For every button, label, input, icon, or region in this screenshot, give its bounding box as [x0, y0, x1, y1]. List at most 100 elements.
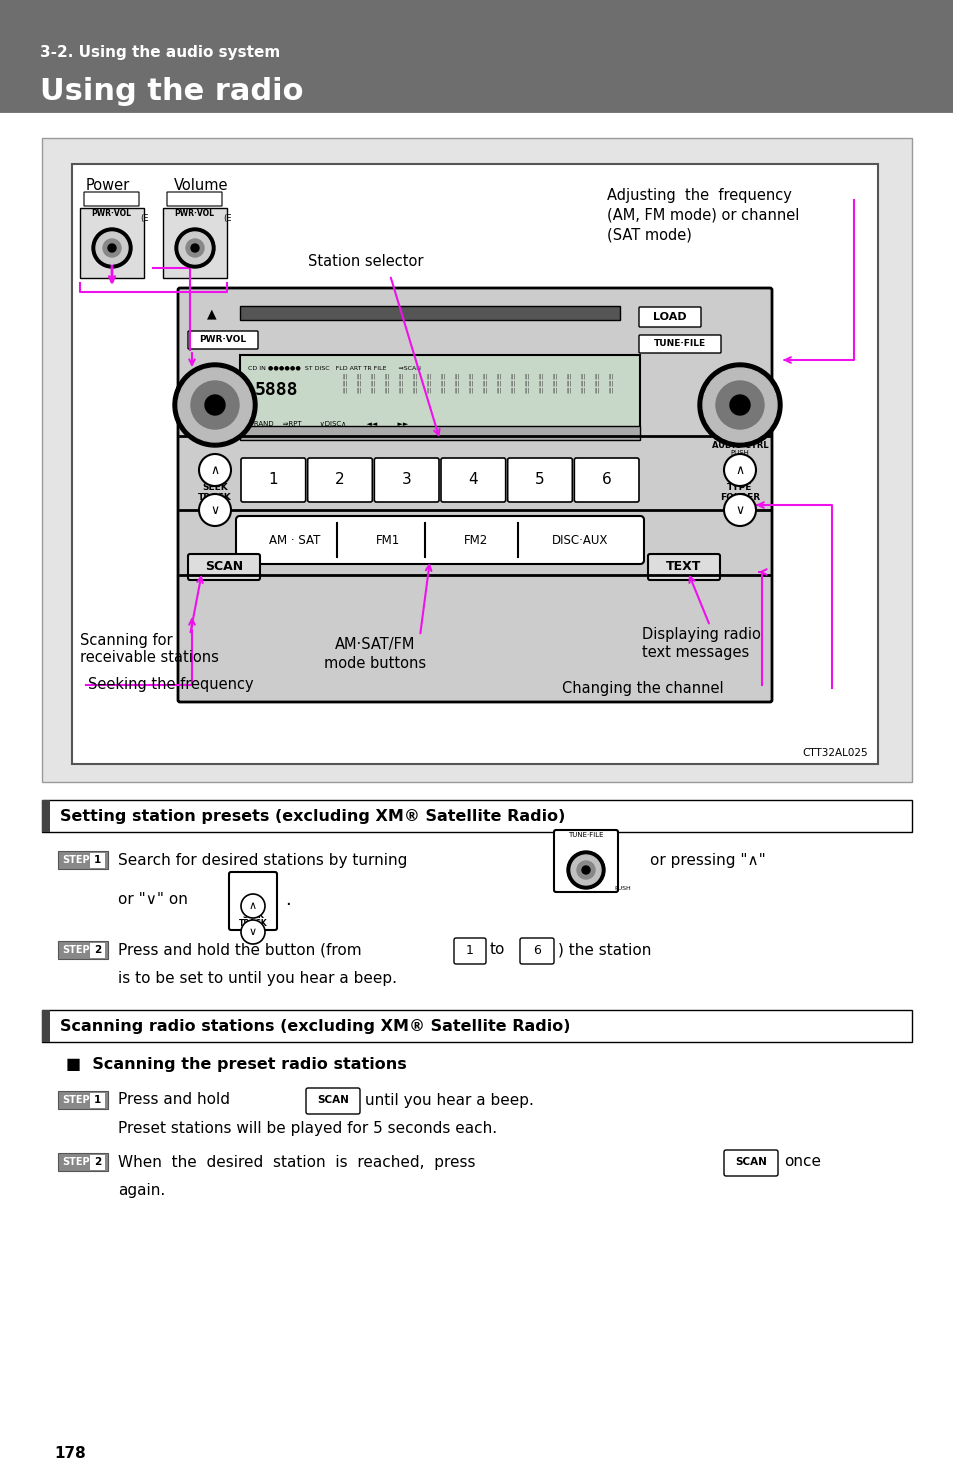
Text: STEP: STEP: [62, 945, 90, 954]
Text: Preset stations will be played for 5 seconds each.: Preset stations will be played for 5 sec…: [118, 1121, 497, 1136]
FancyBboxPatch shape: [723, 1150, 778, 1176]
Text: |||: |||: [579, 373, 585, 379]
Text: FM2: FM2: [463, 534, 488, 547]
FancyBboxPatch shape: [178, 288, 771, 702]
Text: STEP: STEP: [62, 1156, 90, 1167]
Text: 2: 2: [93, 945, 101, 954]
FancyBboxPatch shape: [229, 872, 276, 931]
Circle shape: [108, 243, 116, 252]
Text: |||: |||: [454, 388, 459, 392]
FancyBboxPatch shape: [574, 459, 639, 502]
FancyBboxPatch shape: [454, 938, 485, 965]
Text: PWR·VOL: PWR·VOL: [91, 208, 131, 217]
Text: 5: 5: [535, 472, 544, 488]
Text: (E: (E: [223, 214, 232, 223]
Text: (E: (E: [140, 214, 149, 223]
Text: ∨: ∨: [211, 503, 219, 516]
Text: |||: |||: [496, 388, 501, 392]
Bar: [90, 943, 105, 957]
FancyBboxPatch shape: [554, 830, 618, 892]
Text: Displaying radio: Displaying radio: [641, 627, 760, 643]
Text: |||: |||: [537, 373, 543, 379]
Bar: [42, 139, 911, 782]
Text: ⇒RAND    ⇒RPT        ∨DISC∧         ◄◄         ►►: ⇒RAND ⇒RPT ∨DISC∧ ◄◄ ►►: [248, 420, 408, 426]
Text: 4: 4: [468, 472, 477, 488]
Text: |||: |||: [482, 381, 487, 386]
Bar: [58, 941, 108, 959]
Text: |||: |||: [342, 381, 347, 386]
Circle shape: [571, 855, 600, 885]
Bar: [240, 355, 639, 435]
Text: |||: |||: [412, 381, 417, 386]
Text: Scanning for: Scanning for: [80, 633, 172, 648]
Text: |||: |||: [440, 381, 445, 386]
Text: |||: |||: [537, 388, 543, 392]
Text: |||: |||: [454, 373, 459, 379]
Text: |||: |||: [356, 373, 361, 379]
Circle shape: [702, 367, 776, 442]
Text: TYPE: TYPE: [726, 482, 752, 491]
Text: |||: |||: [524, 388, 529, 392]
Text: ∨: ∨: [735, 503, 743, 516]
Text: 6: 6: [533, 944, 540, 956]
Circle shape: [186, 239, 204, 257]
Text: TEXT: TEXT: [665, 560, 701, 574]
Text: TRACK: TRACK: [238, 919, 267, 928]
Circle shape: [191, 381, 239, 429]
Text: |||: |||: [566, 381, 571, 386]
Text: 1: 1: [466, 944, 474, 956]
Bar: [42, 799, 50, 832]
Bar: [58, 1092, 108, 1109]
Text: 6: 6: [601, 472, 611, 488]
Circle shape: [205, 395, 225, 414]
Text: CD IN ●●●●●●  ST DISC   FLD ART TR FILE      ⇒SCAN: CD IN ●●●●●● ST DISC FLD ART TR FILE ⇒SC…: [248, 366, 420, 370]
Bar: [42, 799, 911, 832]
Text: |||: |||: [370, 373, 375, 379]
Text: Press and hold the button (from: Press and hold the button (from: [118, 943, 361, 957]
Text: .: .: [285, 891, 291, 909]
Text: |||: |||: [454, 381, 459, 386]
Circle shape: [241, 920, 265, 944]
Text: |||: |||: [426, 388, 431, 392]
FancyBboxPatch shape: [507, 459, 572, 502]
Circle shape: [191, 243, 199, 252]
Bar: [90, 1155, 105, 1170]
Text: SEEK: SEEK: [242, 912, 264, 920]
Text: ∧: ∧: [211, 463, 219, 476]
Text: |||: |||: [468, 388, 473, 392]
Bar: [71, 164, 877, 764]
Bar: [90, 1093, 105, 1108]
Text: |||: |||: [482, 373, 487, 379]
Circle shape: [723, 454, 755, 485]
Text: |||: |||: [384, 388, 389, 392]
Text: |||: |||: [426, 381, 431, 386]
Text: Search for desired stations by turning: Search for desired stations by turning: [118, 853, 407, 867]
Text: PWR·VOL: PWR·VOL: [199, 335, 246, 345]
Text: 1: 1: [268, 472, 278, 488]
Text: PUSH: PUSH: [730, 450, 749, 456]
Text: |||: |||: [552, 373, 558, 379]
Text: |||: |||: [468, 373, 473, 379]
Text: SCAN: SCAN: [205, 560, 243, 574]
Text: |||: |||: [398, 388, 403, 392]
Circle shape: [172, 363, 256, 447]
Circle shape: [716, 381, 763, 429]
Text: ■  Scanning the preset radio stations: ■ Scanning the preset radio stations: [66, 1056, 406, 1071]
Circle shape: [241, 894, 265, 917]
Text: |||: |||: [482, 388, 487, 392]
FancyBboxPatch shape: [188, 330, 257, 350]
Text: |||: |||: [552, 381, 558, 386]
Text: Press and hold: Press and hold: [118, 1093, 230, 1108]
Circle shape: [103, 239, 121, 257]
Text: AM·SAT/FM: AM·SAT/FM: [335, 637, 415, 652]
Text: |||: |||: [537, 381, 543, 386]
FancyBboxPatch shape: [639, 307, 700, 327]
Text: |||: |||: [566, 373, 571, 379]
Text: PWR·VOL: PWR·VOL: [173, 208, 213, 217]
Text: |||: |||: [594, 388, 599, 392]
Text: ) the station: ) the station: [558, 943, 651, 957]
Text: |||: |||: [356, 381, 361, 386]
FancyBboxPatch shape: [374, 459, 438, 502]
Text: |||: |||: [524, 381, 529, 386]
Text: |||: |||: [342, 388, 347, 392]
